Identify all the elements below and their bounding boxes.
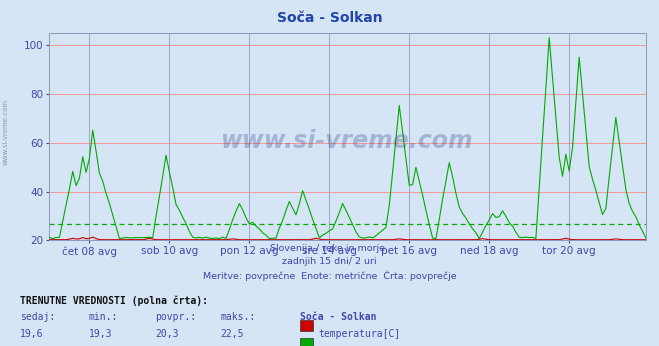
Text: www.si-vreme.com: www.si-vreme.com: [221, 129, 474, 153]
Text: povpr.:: povpr.:: [155, 312, 196, 322]
Text: Soča - Solkan: Soča - Solkan: [300, 312, 376, 322]
Text: www.si-vreme.com: www.si-vreme.com: [2, 98, 9, 165]
Text: TRENUTNE VREDNOSTI (polna črta):: TRENUTNE VREDNOSTI (polna črta):: [20, 296, 208, 306]
Text: 20,3: 20,3: [155, 329, 179, 339]
Text: Slovenija / reke in morje.: Slovenija / reke in morje.: [270, 244, 389, 253]
Text: 19,6: 19,6: [20, 329, 43, 339]
Text: Meritve: povprečne  Enote: metrične  Črta: povprečje: Meritve: povprečne Enote: metrične Črta:…: [203, 270, 456, 281]
Text: 22,5: 22,5: [221, 329, 244, 339]
Text: maks.:: maks.:: [221, 312, 256, 322]
Text: Soča - Solkan: Soča - Solkan: [277, 11, 382, 25]
Text: 19,3: 19,3: [89, 329, 113, 339]
Text: temperatura[C]: temperatura[C]: [318, 329, 401, 339]
Text: zadnjih 15 dni/ 2 uri: zadnjih 15 dni/ 2 uri: [282, 257, 377, 266]
Text: sedaj:: sedaj:: [20, 312, 55, 322]
Text: min.:: min.:: [89, 312, 119, 322]
